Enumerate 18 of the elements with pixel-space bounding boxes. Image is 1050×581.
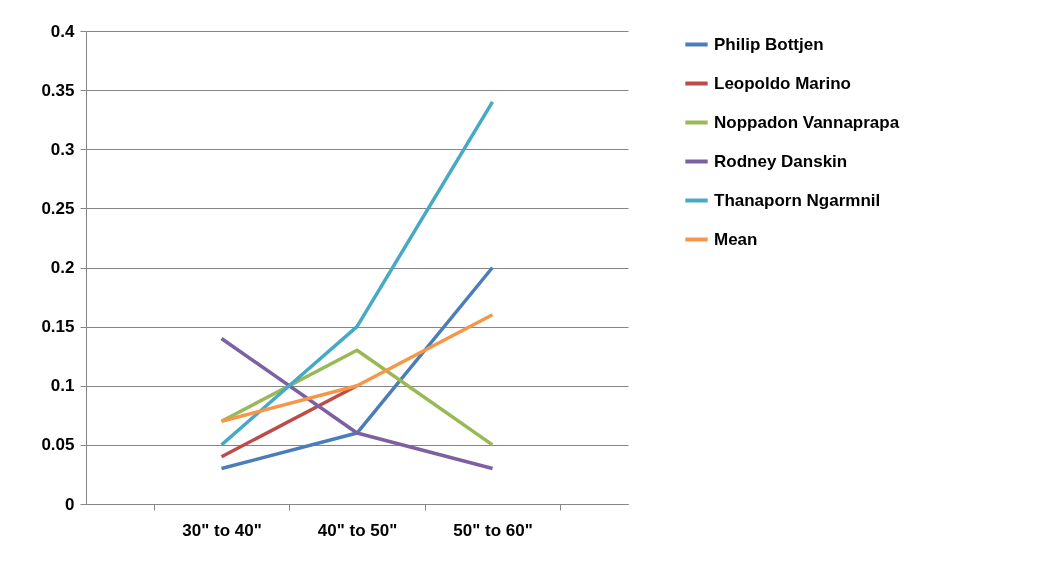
legend-label: Rodney Danskin [714, 151, 848, 171]
legend-label: Mean [714, 229, 758, 249]
x-tick-label: 40" to 50" [317, 520, 398, 540]
y-tick-label: 0.05 [41, 435, 75, 455]
y-tick-label: 0.1 [50, 376, 75, 396]
y-tick-label: 0.35 [41, 80, 75, 100]
legend-label: Leopoldo Marino [714, 73, 851, 93]
y-tick-label: 0 [65, 494, 75, 514]
y-tick-label: 0.2 [50, 258, 75, 277]
y-tick-label: 0.3 [50, 139, 75, 159]
legend-label: Noppadon Vannaprapa [714, 112, 900, 132]
legend-label: Philip Bottjen [714, 34, 824, 54]
x-tick-label: 50" to 60" [453, 520, 533, 540]
y-tick-label: 0.4 [50, 21, 76, 41]
y-tick-label: 0.25 [41, 198, 75, 218]
x-tick-label: 30" to 40" [182, 520, 262, 540]
y-tick-label: 0.15 [41, 317, 75, 337]
legend-label: Thanaporn Ngarmnil [714, 190, 881, 210]
